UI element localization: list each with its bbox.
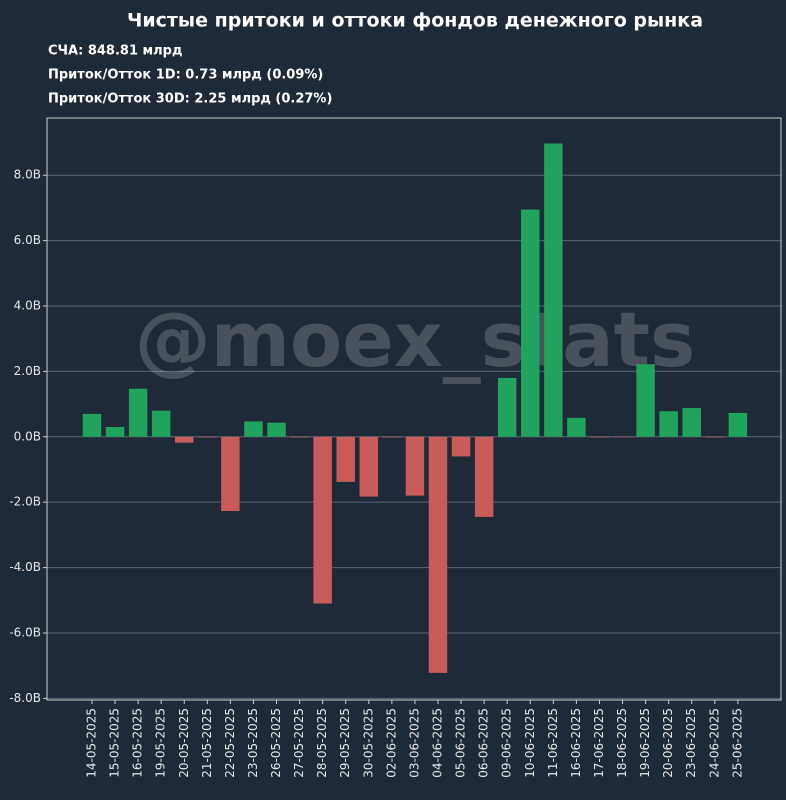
x-tick-label: 24-06-2025 — [707, 708, 721, 778]
x-tick-label: 30-05-2025 — [361, 708, 375, 778]
x-tick-label: 06-06-2025 — [477, 708, 491, 778]
y-tick-label: 8.0B — [14, 168, 41, 182]
bar — [521, 209, 540, 437]
bar — [359, 436, 379, 497]
info-line: СЧА: 848.81 млрд — [48, 44, 182, 59]
x-tick-label: 22-05-2025 — [223, 708, 237, 778]
bar — [636, 364, 655, 437]
x-tick-label: 20-05-2025 — [177, 708, 191, 778]
watermark: @moex_stats — [135, 295, 695, 384]
chart-title: Чистые притоки и оттоки фондов денежного… — [127, 10, 703, 32]
bar — [128, 388, 148, 437]
x-tick-label: 03-06-2025 — [407, 708, 421, 778]
x-tick-label: 11-06-2025 — [546, 708, 560, 778]
bar — [544, 143, 563, 437]
x-tick-label: 27-05-2025 — [292, 708, 306, 778]
y-tick-label: 6.0B — [14, 233, 41, 247]
x-tick-label: 23-05-2025 — [246, 708, 260, 778]
bar — [613, 436, 632, 438]
bar — [451, 436, 471, 457]
info-line: Приток/Отток 1D: 0.73 млрд (0.09%) — [48, 68, 323, 83]
bar — [567, 417, 586, 437]
bar — [659, 411, 678, 437]
y-tick-label: -2.0B — [9, 495, 41, 509]
x-tick-label: 05-06-2025 — [454, 708, 468, 778]
x-tick-label: 18-06-2025 — [615, 708, 629, 778]
x-tick-label: 20-06-2025 — [661, 708, 675, 778]
x-tick-label: 17-06-2025 — [592, 708, 606, 778]
x-tick-label: 15-05-2025 — [108, 708, 122, 778]
bar — [151, 410, 171, 437]
info-line: Приток/Отток 30D: 2.25 млрд (0.27%) — [48, 92, 332, 107]
x-tick-label: 16-06-2025 — [569, 708, 583, 778]
bar — [290, 436, 309, 438]
x-tick-label: 16-05-2025 — [131, 708, 145, 778]
x-tick-label: 29-05-2025 — [338, 708, 352, 778]
bar — [244, 421, 263, 437]
bar — [82, 413, 102, 437]
x-tick-label: 04-06-2025 — [430, 708, 444, 778]
bar — [267, 422, 286, 437]
bar — [105, 426, 125, 437]
bar — [405, 436, 425, 496]
bar — [590, 436, 609, 438]
bar — [428, 436, 448, 673]
bar — [175, 436, 194, 443]
bar — [336, 436, 355, 482]
bar — [705, 436, 725, 438]
bar — [221, 436, 240, 512]
x-tick-label: 21-05-2025 — [200, 708, 214, 778]
x-tick-label: 10-06-2025 — [523, 708, 537, 778]
y-tick-label: -6.0B — [9, 625, 41, 639]
x-tick-label: 02-06-2025 — [384, 708, 398, 778]
x-tick-label: 23-06-2025 — [684, 708, 698, 778]
y-tick-label: -8.0B — [9, 691, 41, 705]
y-tick-label: 2.0B — [14, 364, 41, 378]
x-tick-label: 19-05-2025 — [154, 708, 168, 778]
x-tick-label: 09-06-2025 — [500, 708, 514, 778]
x-tick-label: 28-05-2025 — [315, 708, 329, 778]
x-tick-label: 14-05-2025 — [84, 708, 98, 778]
bar — [382, 436, 402, 438]
bar — [728, 412, 748, 437]
bar — [682, 408, 701, 437]
bar — [497, 377, 517, 437]
x-tick-label: 26-05-2025 — [269, 708, 283, 778]
bar — [474, 436, 494, 517]
y-tick-label: 0.0B — [14, 429, 41, 443]
y-tick-label: -4.0B — [9, 560, 41, 574]
y-tick-label: 4.0B — [14, 299, 41, 313]
x-tick-label: 19-06-2025 — [638, 708, 652, 778]
bar — [198, 436, 217, 438]
x-tick-label: 25-06-2025 — [730, 708, 744, 778]
bar — [313, 436, 332, 604]
plot-frame — [46, 117, 782, 701]
